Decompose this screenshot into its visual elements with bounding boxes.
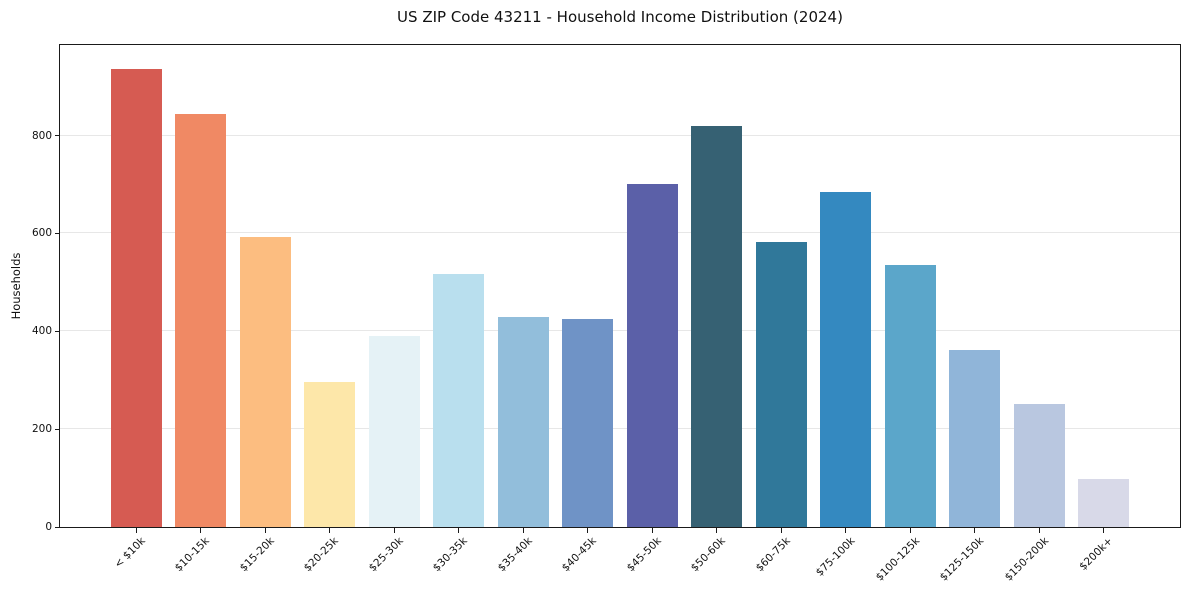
x-tick-label: $30-35k [431,535,471,575]
x-tick-label: $25-30k [366,535,406,575]
bar-slot: $200k+ [1072,45,1137,573]
bar-slot: $30-35k [427,45,492,574]
bar-slot: $45-50k [620,45,685,574]
y-tick-mark [55,526,60,528]
bar [175,113,227,527]
x-tick-mark [1103,528,1105,533]
y-tick-mark [55,135,60,137]
bar-slot: $10-15k [169,45,234,574]
chart-title: US ZIP Code 43211 - Household Income Dis… [397,8,843,26]
gridline [60,232,1180,234]
x-tick-mark [1038,528,1040,533]
x-tick-mark [651,528,653,533]
x-tick-label: $40-45k [560,535,600,575]
x-tick-label: $10-15k [173,535,213,575]
bar [1013,403,1065,527]
plot-area: 0 200 400 600 800 < $10k $10-15k $15-20k $20-25… [32,44,1181,584]
bar [304,382,356,527]
bar-slot: $100-125k [873,45,943,584]
x-tick-label: < $10k [112,535,148,571]
bar-slot: $35-40k [491,45,556,574]
bar [691,125,743,527]
x-tick-mark [909,528,911,533]
x-tick-mark [393,528,395,533]
x-tick-mark [264,528,266,533]
y-axis-label: Households [9,252,23,320]
x-tick-mark [716,528,718,533]
x-tick-mark [587,528,589,533]
x-tick-mark [522,528,524,533]
bar [626,184,678,527]
bar-slot: $40-45k [556,45,621,574]
x-tick-label: $60-75k [753,535,793,575]
x-tick-mark [329,528,331,533]
y-tick-label: 800 [31,129,52,142]
x-tick-label: $100-125k [873,535,922,584]
bar-slot: $60-75k [749,45,814,574]
x-tick-label: $35-40k [495,535,535,575]
y-tick-label: 0 [45,521,52,533]
bar [497,317,549,527]
bar-slot: $50-60k [685,45,750,574]
bar-slot: $75-100k [813,45,879,579]
x-tick-label: $20-25k [302,535,342,575]
x-tick-mark [200,528,202,533]
bar-slot: < $10k [104,45,169,571]
gridline [60,428,1180,430]
x-tick-mark [845,528,847,533]
x-tick-mark [780,528,782,533]
bar [562,319,614,527]
y-tick-label: 200 [31,423,52,436]
x-tick-label: $150-200k [1002,535,1051,584]
bar-slot: $150-200k [1002,45,1072,584]
bar [239,237,291,527]
y-tick-label: 400 [31,325,52,338]
x-tick-mark [974,528,976,533]
bar-slot: $25-30k [362,45,427,574]
bar [368,336,420,527]
y-tick-label: 600 [31,227,52,240]
bar [1078,479,1130,527]
bar-slot: $15-20k [233,45,298,574]
bar [820,192,872,527]
bar [433,273,485,527]
x-tick-label: $15-20k [237,535,277,575]
bar [949,350,1001,527]
bar [755,241,807,527]
bars-container: < $10k $10-15k $15-20k $20-25k $25-30k $30-35… [60,45,1180,584]
x-tick-mark [135,528,137,533]
y-tick-mark [55,330,60,332]
x-tick-label: $125-150k [937,535,987,584]
x-tick-label: $45-50k [624,535,664,575]
bar [884,265,936,527]
y-tick-mark [55,232,60,234]
bar-slot: $20-25k [298,45,363,574]
x-tick-mark [458,528,460,533]
x-tick-label: $200k+ [1077,535,1116,573]
x-tick-label: $50-60k [689,535,729,575]
x-tick-label: $75-100k [813,535,858,579]
bar-slot: $125-150k [938,45,1008,584]
y-tick-mark [55,428,60,430]
gridline [60,134,1180,136]
gridline [60,330,1180,332]
bar [110,69,162,527]
